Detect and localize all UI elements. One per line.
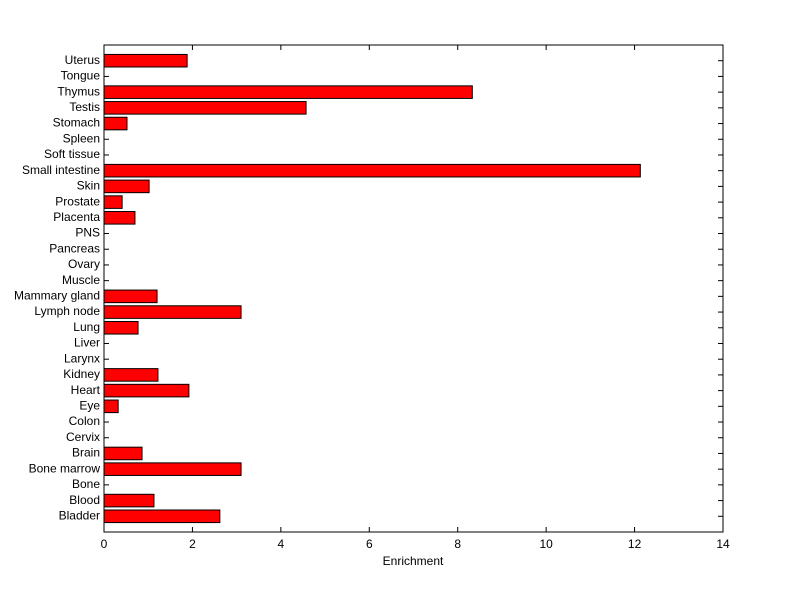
y-tick-label: Cervix	[66, 430, 100, 444]
bar	[103, 446, 143, 461]
plot-area	[103, 44, 724, 533]
x-tick-label: 14	[716, 537, 730, 551]
y-tick-label: Bladder	[59, 508, 100, 522]
bar	[103, 383, 190, 398]
x-tick-label: 2	[189, 537, 196, 551]
x-tick-label: 6	[366, 537, 373, 551]
y-tick-label: Kidney	[63, 367, 100, 381]
bar	[103, 399, 119, 414]
y-tick-label: Blood	[69, 493, 100, 507]
y-tick-label: Stomach	[53, 116, 100, 130]
bar	[103, 85, 473, 99]
bar	[103, 211, 136, 225]
x-tick-label: 10	[539, 537, 553, 551]
x-tick-label: 8	[454, 537, 461, 551]
bar	[103, 509, 221, 524]
y-tick-label: Eye	[79, 398, 100, 412]
x-tick-label: 12	[628, 537, 642, 551]
y-tick-label: Testis	[69, 100, 100, 114]
bar	[103, 53, 188, 68]
y-tick-label: Bone marrow	[29, 461, 101, 475]
bar	[103, 320, 139, 335]
bar	[103, 195, 123, 209]
y-tick-label: Spleen	[63, 131, 100, 145]
bar	[103, 493, 155, 508]
y-tick-label: Placenta	[53, 210, 100, 224]
y-tick-label: Mammary gland	[14, 289, 100, 303]
y-tick-label: Liver	[74, 336, 100, 350]
y-tick-label: Prostate	[55, 194, 100, 208]
bar	[103, 289, 158, 304]
y-tick-label: Heart	[71, 383, 101, 397]
y-tick-label: Skin	[77, 179, 100, 193]
bar	[103, 368, 159, 382]
y-tick-label: Colon	[69, 414, 100, 428]
bar	[103, 462, 242, 476]
bar	[103, 179, 150, 194]
bar	[103, 116, 128, 131]
y-tick-label: Tongue	[61, 69, 101, 83]
y-tick-label: Small intestine	[22, 163, 100, 177]
y-tick-label: Pancreas	[49, 241, 100, 255]
x-axis-label: Enrichment	[383, 554, 444, 568]
bar	[103, 163, 641, 178]
y-tick-label: Brain	[72, 446, 100, 460]
x-tick-label: 4	[278, 537, 285, 551]
y-tick-label: PNS	[75, 226, 100, 240]
y-tick-label: Muscle	[62, 273, 100, 287]
y-tick-label: Lung	[73, 320, 100, 334]
y-tick-label: Uterus	[65, 53, 100, 67]
y-tick-label: Bone	[72, 477, 100, 491]
y-tick-label: Ovary	[68, 257, 100, 271]
y-tick-label: Thymus	[57, 84, 100, 98]
bar	[103, 305, 242, 319]
y-tick-label: Lymph node	[34, 304, 100, 318]
y-tick-label: Soft tissue	[44, 147, 100, 161]
y-tick-label: Larynx	[64, 351, 100, 365]
x-tick-label: 0	[101, 537, 108, 551]
bar	[103, 101, 307, 115]
